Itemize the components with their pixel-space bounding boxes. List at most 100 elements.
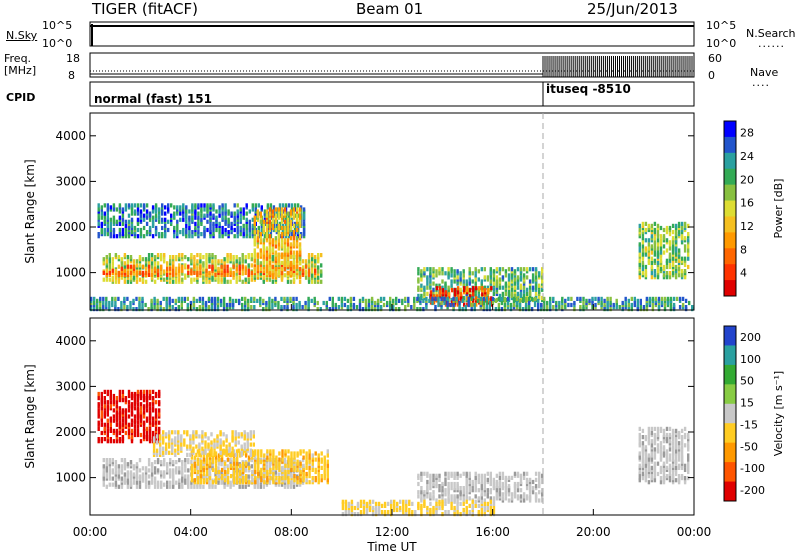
echo-cell: [144, 266, 148, 271]
echo-cell: [469, 288, 472, 293]
echo-cell: [124, 203, 128, 208]
echo-cell: [174, 448, 177, 453]
echo-cell: [226, 457, 230, 462]
echo-cell: [196, 270, 199, 275]
echo-cell: [274, 250, 278, 255]
echo-cell: [153, 466, 157, 471]
echo-cell: [202, 267, 205, 272]
echo-cell: [192, 430, 195, 435]
echo-cell: [277, 223, 281, 228]
echo-cell: [135, 263, 139, 268]
echo-cell: [500, 296, 504, 301]
echo-cell: [136, 402, 140, 407]
echo-cell: [644, 246, 648, 251]
echo-cell: [182, 230, 185, 235]
echo-cell: [481, 286, 484, 291]
echo-cell: [105, 296, 108, 301]
echo-cell: [109, 225, 112, 231]
echo-cell: [126, 470, 130, 475]
echo-cell: [386, 300, 389, 306]
echo-cell: [268, 207, 272, 212]
echo-cell: [371, 512, 375, 517]
echo-cell: [477, 293, 480, 298]
echo-cell: [185, 223, 188, 228]
echo-cell: [173, 213, 176, 218]
echo-cell: [277, 300, 280, 306]
echo-cell: [283, 225, 287, 231]
echo-cell: [337, 305, 340, 310]
echo-cell: [450, 486, 453, 491]
echo-cell: [497, 296, 501, 301]
echo-cell: [120, 305, 123, 310]
echo-cell: [516, 481, 520, 487]
echo-cell: [435, 286, 439, 291]
echo-cell: [111, 468, 114, 473]
echo-cell: [659, 234, 663, 239]
echo-cell: [259, 264, 262, 269]
echo-cell: [213, 296, 217, 301]
echo-cell: [541, 275, 544, 280]
echo-cell: [432, 490, 435, 495]
echo-cell: [205, 253, 208, 258]
echo-cell: [277, 238, 281, 243]
echo-cell: [178, 266, 181, 271]
echo-cell: [371, 505, 375, 511]
echo-cell: [162, 430, 165, 435]
echo-cell: [148, 406, 152, 411]
echo-cell: [250, 296, 253, 301]
echo-cell: [458, 300, 461, 306]
echo-cell: [176, 234, 179, 239]
echo-cell: [295, 307, 298, 312]
echo-cell: [166, 462, 169, 467]
echo-cell: [687, 264, 690, 270]
echo-cell: [450, 283, 453, 288]
echo-cell: [198, 305, 202, 310]
echo-cell: [687, 238, 690, 243]
echo-cell: [111, 275, 114, 280]
echo-cell: [148, 217, 152, 222]
echo-cell: [253, 215, 256, 220]
echo-cell: [525, 494, 529, 499]
echo-cell: [482, 300, 485, 306]
echo-cell: [435, 481, 438, 487]
echo-cell: [106, 418, 109, 423]
echo-cell: [229, 480, 232, 485]
echo-cell: [112, 408, 116, 413]
echo-cell: [564, 298, 567, 303]
echo-cell: [211, 459, 215, 464]
echo-cell: [118, 215, 122, 220]
echo-cell: [193, 463, 197, 468]
echo-cell: [150, 253, 154, 258]
echo-cell: [172, 474, 175, 479]
echo-cell: [603, 302, 606, 308]
echo-cell: [278, 461, 281, 466]
echo-cell: [158, 408, 161, 413]
echo-cell: [145, 389, 149, 394]
echo-cell: [174, 436, 177, 441]
echo-cell: [275, 476, 278, 481]
echo-cell: [678, 305, 682, 310]
echo-cell: [438, 283, 441, 288]
echo-cell: [519, 473, 523, 478]
echo-cell: [124, 396, 128, 401]
echo-cell: [242, 227, 245, 233]
echo-cell: [534, 492, 538, 497]
echo-cell: [659, 246, 663, 251]
echo-cell: [117, 484, 121, 489]
echo-cell: [145, 209, 149, 214]
echo-cell: [236, 449, 239, 454]
echo-cell: [145, 211, 149, 216]
echo-cell: [133, 432, 137, 438]
echo-cell: [142, 225, 146, 231]
echo-cell: [533, 302, 537, 308]
echo-cell: [237, 440, 240, 445]
echo-cell: [435, 283, 438, 288]
echo-cell: [528, 477, 532, 482]
echo-cell: [198, 434, 201, 439]
echo-cell: [465, 490, 468, 495]
echo-cell: [97, 437, 100, 442]
echo-cell: [206, 203, 209, 208]
echo-cell: [353, 505, 357, 511]
echo-cell: [207, 296, 211, 301]
